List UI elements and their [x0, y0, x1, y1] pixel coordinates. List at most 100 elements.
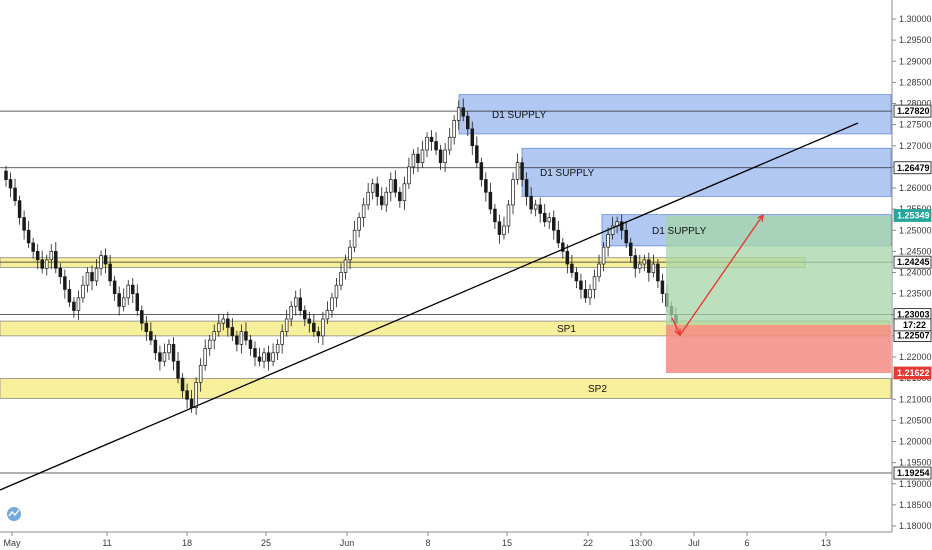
- zone-label-4: SP1: [557, 324, 576, 335]
- candle-body: [515, 162, 520, 180]
- x-tick-label: Jun: [340, 538, 355, 548]
- price-tag-2-bg[interactable]: [893, 366, 932, 380]
- candle-body: [44, 259, 49, 269]
- candle-body: [601, 246, 606, 265]
- y-tick-label: 1.23500: [899, 289, 932, 299]
- candle-body: [262, 352, 266, 362]
- projection-arrow-up[interactable]: [679, 215, 763, 336]
- candle-body: [257, 356, 262, 362]
- candle-body: [253, 348, 257, 358]
- candle-body: [389, 179, 393, 193]
- candle-body: [63, 276, 67, 290]
- level-price-tag-2-bg[interactable]: [893, 255, 932, 269]
- candle-body: [149, 331, 153, 341]
- candle-body: [153, 339, 158, 354]
- candle-body: [162, 352, 167, 362]
- zone-label-2: D1 SUPPLY: [652, 226, 707, 237]
- candle-body: [158, 352, 162, 362]
- candle-body: [624, 229, 628, 244]
- x-tick-label: 11: [102, 538, 111, 548]
- candle-body: [289, 305, 293, 320]
- price-tag-1[interactable]: 1.22507: [897, 331, 930, 341]
- candle-body: [31, 242, 35, 252]
- candle-body: [330, 297, 334, 311]
- candle-body: [651, 263, 656, 273]
- candle-body: [131, 284, 135, 294]
- y-tick-label: 1.19000: [899, 479, 932, 489]
- price-axis[interactable]: 1.30000 1.29500 1.29000 1.28500 1.28000 1.275…: [891, 0, 932, 550]
- zone-label-1: D1 SUPPLY: [540, 168, 595, 179]
- candle-body: [85, 272, 90, 286]
- level-price-tag-0[interactable]: 1.27820: [897, 106, 930, 116]
- y-tick-label: 1.28500: [899, 77, 932, 87]
- level-price-tag-1-bg[interactable]: [893, 161, 932, 175]
- price-axis-bg: [892, 0, 932, 550]
- candle-body: [398, 191, 402, 202]
- zone-sp2-5[interactable]: [0, 378, 892, 399]
- candle-body: [203, 348, 207, 366]
- y-tick-label: 1.30000: [899, 14, 932, 24]
- level-price-tag-4-bg[interactable]: [893, 466, 932, 480]
- candle-body: [656, 263, 660, 282]
- position-profit-zone[interactable]: [666, 215, 891, 325]
- candle-body: [533, 204, 538, 210]
- candle-body: [339, 272, 343, 286]
- projection-arrow-down[interactable]: [671, 317, 680, 335]
- time-axis[interactable]: May 11 18 25 Jun 8 15 22 13:00 Jul 6 13: [0, 531, 892, 548]
- projection-arrows-layer[interactable]: [671, 215, 763, 336]
- candle-body: [384, 191, 389, 206]
- candle-body: [610, 225, 615, 235]
- candle-body: [135, 293, 140, 311]
- candle-body: [99, 255, 103, 269]
- price-tag-0[interactable]: 1.25349: [897, 211, 930, 221]
- zone-label-5: SP2: [588, 384, 607, 395]
- candle-body: [4, 170, 8, 180]
- candle-body: [67, 289, 72, 303]
- x-tick-label: 15: [502, 538, 512, 548]
- y-tick-label: 1.20000: [899, 437, 932, 447]
- logo-mark: [8, 509, 20, 517]
- candle-body: [144, 322, 149, 333]
- position-loss-zone[interactable]: [666, 324, 891, 373]
- position-layer[interactable]: [666, 215, 891, 373]
- y-tick-label: 1.27000: [899, 141, 932, 151]
- candle-body: [375, 183, 379, 197]
- trendline-layer[interactable]: [0, 122, 859, 491]
- price-tag-2[interactable]: 1.21622: [897, 368, 930, 378]
- candle-body: [660, 280, 665, 294]
- candle-body: [103, 255, 108, 265]
- candle-body: [207, 339, 212, 349]
- candle-body: [13, 187, 17, 202]
- candle-body: [40, 259, 44, 269]
- trendline[interactable]: [0, 122, 859, 491]
- candle-body: [244, 331, 248, 341]
- candle-body: [280, 331, 284, 345]
- candle-body: [552, 217, 556, 231]
- level-price-tag-2[interactable]: 1.24245: [897, 257, 930, 267]
- candle-body: [248, 339, 253, 349]
- candle-body: [312, 322, 316, 333]
- level-price-tag-0-bg[interactable]: [893, 104, 932, 118]
- candle-body: [524, 179, 529, 197]
- candle-body: [352, 229, 357, 248]
- y-tick-label: 1.18500: [899, 500, 932, 510]
- candle-body: [556, 229, 561, 244]
- price-tag-0-bg[interactable]: [893, 209, 932, 222]
- candle-body: [49, 251, 54, 261]
- candle-body: [316, 331, 321, 337]
- candle-body: [26, 229, 31, 244]
- candle-body: [366, 191, 370, 206]
- candle-body: [72, 301, 76, 311]
- countdown-tag-bg: [893, 318, 932, 332]
- zone-d1-supply-0[interactable]: [458, 94, 892, 135]
- level-price-tag-4[interactable]: 1.19254: [897, 468, 930, 478]
- level-price-tag-3[interactable]: 1.23003: [897, 310, 930, 320]
- y-tick-label: 1.26000: [899, 183, 932, 193]
- candle-body: [284, 318, 289, 333]
- level-price-tag-1[interactable]: 1.26479: [897, 163, 930, 173]
- candle-body: [425, 136, 429, 151]
- candle-body: [407, 166, 411, 185]
- y-tick-label: 1.27500: [899, 120, 932, 130]
- candle-body: [456, 107, 461, 121]
